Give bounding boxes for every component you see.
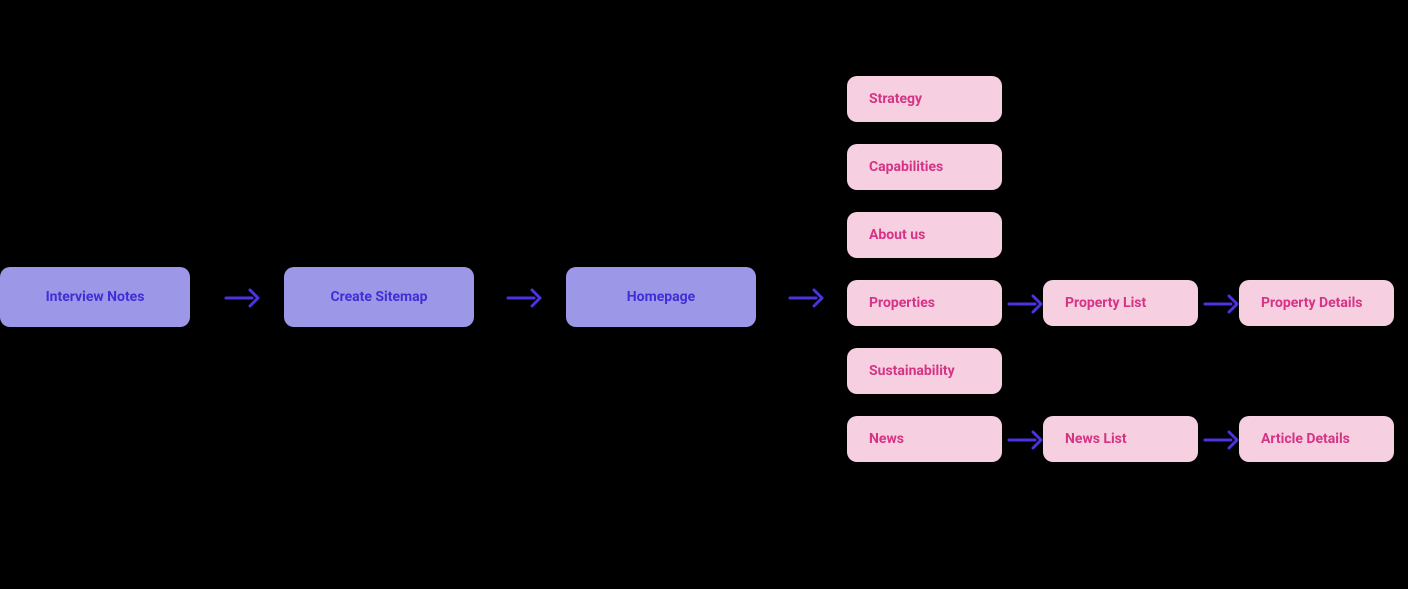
node-properties: Properties [847, 280, 1002, 326]
arrow-a6 [1007, 430, 1045, 450]
arrow-a1 [224, 288, 262, 308]
node-label: Create Sitemap [330, 289, 427, 305]
node-label: Capabilities [869, 159, 943, 175]
node-label: Homepage [627, 289, 695, 305]
arrow-a3 [788, 288, 826, 308]
node-label: Article Details [1261, 431, 1350, 447]
node-strategy: Strategy [847, 76, 1002, 122]
node-about-us: About us [847, 212, 1002, 258]
node-create-sitemap: Create Sitemap [284, 267, 474, 327]
node-homepage: Homepage [566, 267, 756, 327]
node-label: Property Details [1261, 295, 1363, 311]
node-news-list: News List [1043, 416, 1198, 462]
arrow-a5 [1203, 294, 1241, 314]
node-property-list: Property List [1043, 280, 1198, 326]
node-label: News [869, 431, 904, 447]
node-property-details: Property Details [1239, 280, 1394, 326]
node-sustainability: Sustainability [847, 348, 1002, 394]
node-label: Property List [1065, 295, 1146, 311]
node-label: Properties [869, 295, 935, 311]
node-news: News [847, 416, 1002, 462]
node-label: News List [1065, 431, 1127, 447]
node-label: About us [869, 227, 925, 243]
node-capabilities: Capabilities [847, 144, 1002, 190]
node-label: Strategy [869, 91, 922, 107]
node-label: Sustainability [869, 363, 955, 379]
arrow-a7 [1203, 430, 1241, 450]
node-article-details: Article Details [1239, 416, 1394, 462]
node-label: Interview Notes [46, 289, 145, 305]
arrow-a4 [1007, 294, 1045, 314]
arrow-a2 [506, 288, 544, 308]
node-interview-notes: Interview Notes [0, 267, 190, 327]
